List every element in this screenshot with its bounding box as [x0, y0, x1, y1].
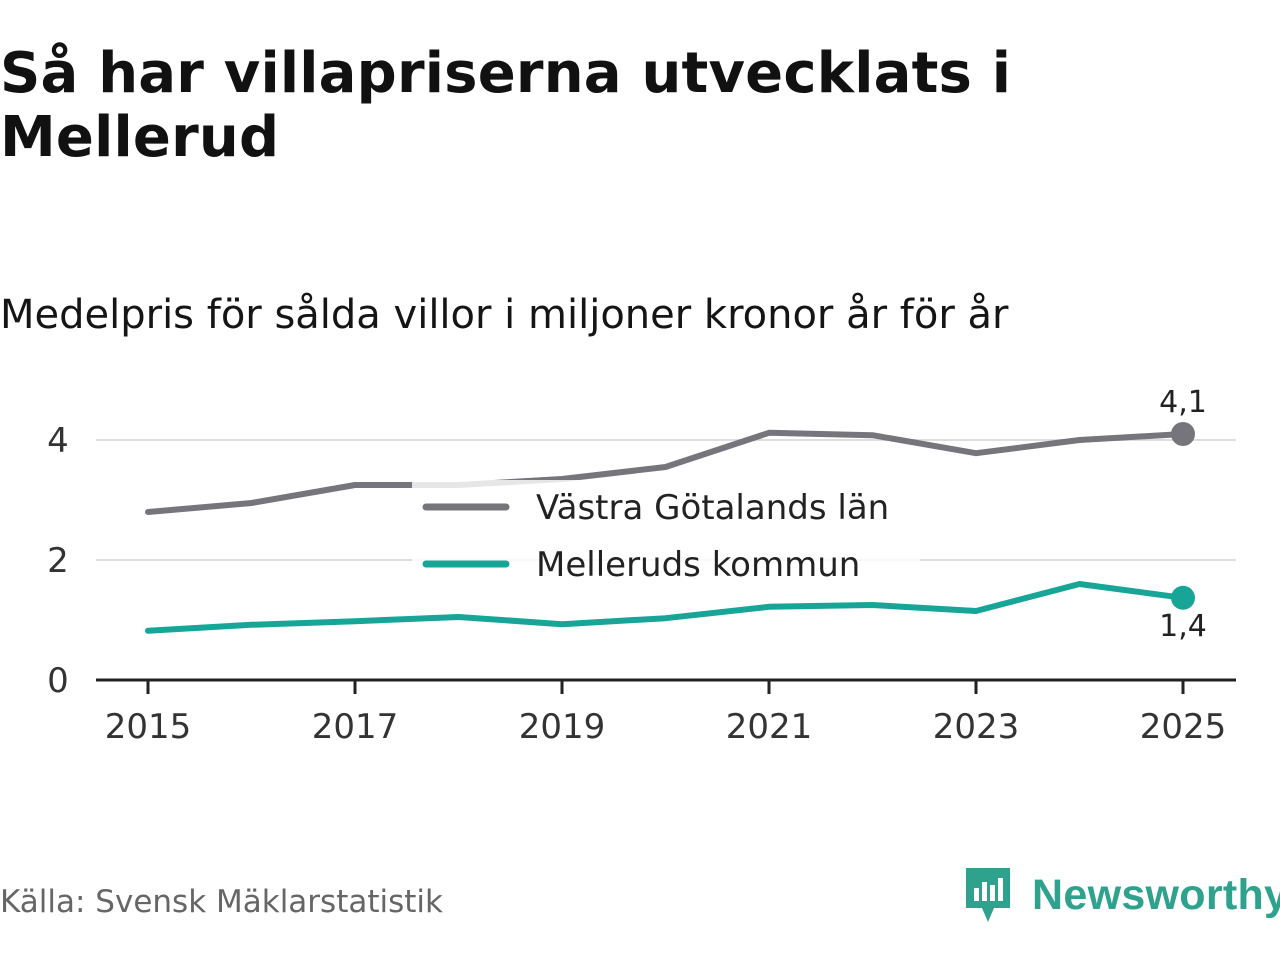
series-line-1	[145, 581, 1186, 634]
legend-label: Melleruds kommun	[536, 545, 860, 585]
brand-name: Newsworthy	[1032, 870, 1280, 919]
series-end-point-0	[1171, 422, 1195, 446]
y-axis-ticks: 0 2 4	[47, 421, 69, 701]
legend: Västra Götalands län Melleruds kommun	[412, 480, 920, 590]
chart-title: Så har villapriserna utvecklats i Meller…	[0, 41, 1012, 170]
x-tick-label: 2025	[1140, 707, 1227, 747]
series-line-0	[145, 429, 1186, 515]
y-tick-label: 4	[47, 421, 69, 461]
series-end-point-1	[1171, 585, 1195, 610]
x-tick-label: 2021	[726, 707, 813, 747]
series-lines	[145, 422, 1195, 634]
x-tick-label: 2015	[105, 707, 192, 747]
brand-logo: Newsworthy	[962, 864, 1280, 926]
newsworthy-logo-icon	[966, 868, 1010, 922]
line-chart: 0 2 4 2015 2017 2019 2021 2023 2025 Västra Göta…	[47, 385, 1236, 747]
source-note: Källa: Svensk Mäklarstatistik	[0, 884, 443, 920]
end-labels: 4,1 1,4	[1159, 385, 1207, 644]
x-tick-label: 2017	[312, 707, 399, 747]
y-tick-label: 0	[47, 661, 69, 701]
x-axis-ticks: 2015 2017 2019 2021 2023 2025	[105, 680, 1227, 747]
y-tick-label: 2	[47, 541, 69, 581]
x-tick-label: 2023	[933, 707, 1020, 747]
chart-subtitle: Medelpris för sålda villor i miljoner kr…	[0, 292, 1009, 338]
data-label: 1,4	[1159, 609, 1207, 644]
x-tick-label: 2019	[519, 707, 606, 747]
legend-label: Västra Götalands län	[536, 488, 889, 528]
legend-background	[412, 480, 920, 590]
data-label: 4,1	[1159, 385, 1207, 420]
